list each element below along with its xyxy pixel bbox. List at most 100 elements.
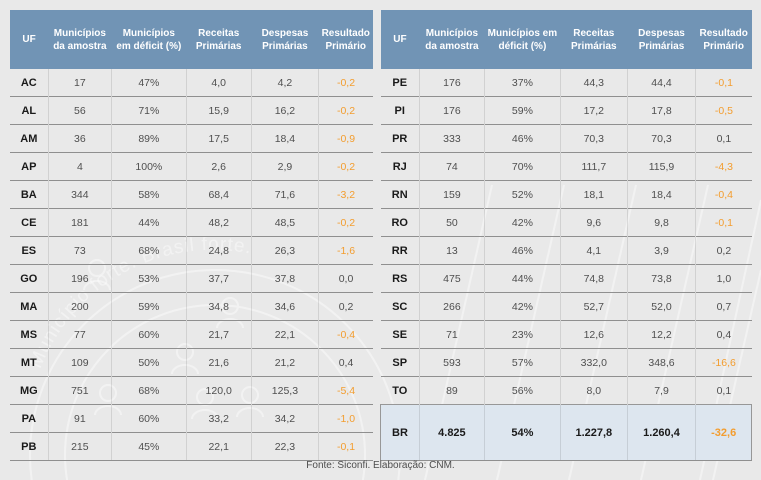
- cell-municipios-em-deficit: 71%: [111, 96, 187, 125]
- cell-uf: SP: [380, 348, 420, 377]
- cell-municipios-da-amostra: 17: [47, 69, 112, 97]
- cell-uf: RR: [380, 236, 420, 265]
- cell-despesas-primarias: 34,6: [250, 292, 319, 321]
- cell-municipios-da-amostra: 159: [418, 180, 485, 209]
- column-header-uf: UF: [10, 10, 49, 69]
- cell-municipios-da-amostra: 344: [47, 180, 112, 209]
- cell-municipios-da-amostra: 71: [418, 320, 485, 349]
- cell-municipios-em-deficit: 53%: [111, 264, 187, 293]
- cell-despesas-primarias: 26,3: [250, 236, 319, 265]
- cell-uf: PI: [380, 96, 420, 125]
- cell-receitas-primarias: 1.227,8: [559, 404, 628, 461]
- cell-despesas-primarias: 16,2: [250, 96, 319, 125]
- cell-uf: RJ: [380, 152, 420, 181]
- cell-despesas-primarias: 348,6: [626, 348, 696, 377]
- cell-receitas-primarias: 15,9: [185, 96, 252, 125]
- cell-municipios-em-deficit: 100%: [111, 152, 187, 181]
- cell-uf: ES: [10, 236, 49, 265]
- column-header-despesas-primarias: Despesas Primárias: [251, 10, 319, 69]
- header-row: UF Municípios da amostra Municípios em déf…: [380, 10, 752, 69]
- cell-uf: AP: [10, 152, 49, 181]
- cell-despesas-primarias: 48,5: [250, 208, 319, 237]
- table-row: RJ 74 70% 111,7 115,9 -4,3: [380, 152, 752, 181]
- cell-resultado-primario: -0,1: [695, 208, 752, 237]
- cell-municipios-da-amostra: 176: [418, 96, 485, 125]
- table-row: RS 475 44% 74,8 73,8 1,0: [380, 264, 752, 293]
- cell-receitas-primarias: 37,7: [185, 264, 252, 293]
- cell-receitas-primarias: 48,2: [185, 208, 252, 237]
- cell-municipios-em-deficit: 47%: [111, 69, 187, 97]
- cell-receitas-primarias: 21,6: [185, 348, 252, 377]
- table-row: AM 36 89% 17,5 18,4 -0,9: [10, 124, 373, 153]
- cell-municipios-da-amostra: 13: [418, 236, 485, 265]
- table-row: SP 593 57% 332,0 348,6 -16,6: [380, 348, 752, 377]
- cell-receitas-primarias: 8,0: [559, 376, 628, 405]
- cell-municipios-da-amostra: 475: [418, 264, 485, 293]
- tables-container: UF Municípios da amostra Municípios em déf…: [10, 10, 752, 461]
- cell-municipios-em-deficit: 60%: [111, 404, 187, 433]
- cell-municipios-em-deficit: 58%: [111, 180, 187, 209]
- cell-receitas-primarias: 18,1: [559, 180, 628, 209]
- cell-municipios-em-deficit: 60%: [111, 320, 187, 349]
- cell-municipios-da-amostra: 176: [418, 69, 485, 97]
- cell-resultado-primario: 0,0: [318, 264, 373, 293]
- cell-municipios-em-deficit: 56%: [483, 376, 561, 405]
- cell-despesas-primarias: 73,8: [626, 264, 696, 293]
- cell-municipios-em-deficit: 44%: [111, 208, 187, 237]
- cell-despesas-primarias: 115,9: [626, 152, 696, 181]
- cell-uf: MT: [10, 348, 49, 377]
- cell-uf: PA: [10, 404, 49, 433]
- cell-municipios-em-deficit: 50%: [111, 348, 187, 377]
- cell-resultado-primario: -16,6: [695, 348, 752, 377]
- cell-resultado-primario: 0,4: [695, 320, 752, 349]
- cell-municipios-em-deficit: 44%: [483, 264, 561, 293]
- cell-municipios-da-amostra: 36: [47, 124, 112, 153]
- cell-municipios-da-amostra: 4: [47, 152, 112, 181]
- cell-municipios-da-amostra: 196: [47, 264, 112, 293]
- table-row: PB 215 45% 22,1 22,3 -0,1: [10, 432, 373, 461]
- cell-municipios-da-amostra: 91: [47, 404, 112, 433]
- table-row: AP 4 100% 2,6 2,9 -0,2: [10, 152, 373, 181]
- cell-receitas-primarias: 17,5: [185, 124, 252, 153]
- cell-uf: SE: [380, 320, 420, 349]
- cell-receitas-primarias: 2,6: [185, 152, 252, 181]
- cell-municipios-em-deficit: 89%: [111, 124, 187, 153]
- cell-uf: PR: [380, 124, 420, 153]
- cell-resultado-primario: -3,2: [318, 180, 373, 209]
- cell-municipios-em-deficit: 59%: [483, 96, 561, 125]
- table-row: AL 56 71% 15,9 16,2 -0,2: [10, 96, 373, 125]
- cell-uf: CE: [10, 208, 49, 237]
- cell-resultado-primario: 0,1: [695, 376, 752, 405]
- cell-receitas-primarias: 34,8: [185, 292, 252, 321]
- cell-despesas-primarias: 44,4: [626, 69, 696, 97]
- cell-municipios-da-amostra: 89: [418, 376, 485, 405]
- table-row: GO 196 53% 37,7 37,8 0,0: [10, 264, 373, 293]
- table-row: MA 200 59% 34,8 34,6 0,2: [10, 292, 373, 321]
- table-row: PI 176 59% 17,2 17,8 -0,5: [380, 96, 752, 125]
- cell-municipios-da-amostra: 751: [47, 376, 112, 405]
- cell-uf: RS: [380, 264, 420, 293]
- cell-despesas-primarias: 125,3: [250, 376, 319, 405]
- cell-resultado-primario: -32,6: [695, 404, 752, 461]
- column-header-receitas-primarias: Receitas Primárias: [186, 10, 252, 69]
- cell-resultado-primario: -5,4: [318, 376, 373, 405]
- cell-resultado-primario: 1,0: [695, 264, 752, 293]
- table-row: PA 91 60% 33,2 34,2 -1,0: [10, 404, 373, 433]
- cell-receitas-primarias: 70,3: [559, 124, 628, 153]
- cell-receitas-primarias: 44,3: [559, 69, 628, 97]
- cell-municipios-da-amostra: 77: [47, 320, 112, 349]
- cell-resultado-primario: -0,4: [695, 180, 752, 209]
- cell-receitas-primarias: 33,2: [185, 404, 252, 433]
- cell-municipios-da-amostra: 56: [47, 96, 112, 125]
- cell-resultado-primario: -1,0: [318, 404, 373, 433]
- cell-municipios-em-deficit: 42%: [483, 208, 561, 237]
- column-header-municipios-em-deficit: Municípios em déficit (%): [484, 10, 561, 69]
- cell-uf: MS: [10, 320, 49, 349]
- cell-despesas-primarias: 34,2: [250, 404, 319, 433]
- cell-uf: AM: [10, 124, 49, 153]
- total-row: BR 4.825 54% 1.227,8 1.260,4 -32,6: [380, 404, 752, 461]
- cell-municipios-da-amostra: 181: [47, 208, 112, 237]
- cell-receitas-primarias: 120,0: [185, 376, 252, 405]
- cell-despesas-primarias: 52,0: [626, 292, 696, 321]
- table-row: SC 266 42% 52,7 52,0 0,7: [380, 292, 752, 321]
